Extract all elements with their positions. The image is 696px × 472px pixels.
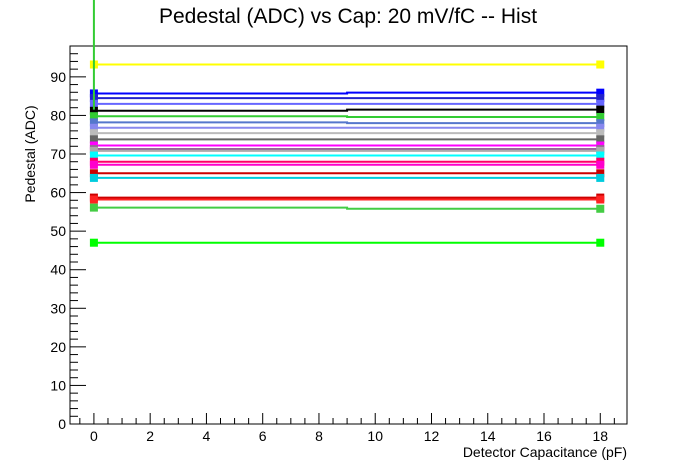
data-point-marker <box>89 135 98 144</box>
series-4 <box>89 99 605 108</box>
data-point-marker <box>89 195 98 204</box>
y-tick-label: 40 <box>50 262 66 278</box>
series-line <box>93 91 601 95</box>
x-tick-label: 10 <box>367 428 383 444</box>
data-point-marker <box>596 123 605 132</box>
data-point-marker <box>596 238 605 247</box>
data-point-marker <box>596 94 605 103</box>
data-point-marker <box>89 238 98 247</box>
y-axis: 0 10 20 30 40 50 60 70 80 90 <box>50 45 86 432</box>
series-3 <box>89 94 605 103</box>
y-tick-label: 90 <box>50 69 66 85</box>
data-point-marker <box>89 106 98 115</box>
x-tick-label: 0 <box>90 428 98 444</box>
series-8 <box>89 123 605 132</box>
y-tick-label: 0 <box>58 416 66 432</box>
x-axis: 0 2 4 6 8 10 12 14 16 18 <box>79 413 615 444</box>
data-point-marker <box>89 203 98 212</box>
data-point-marker <box>89 160 98 169</box>
y-tick-label: 50 <box>50 223 66 239</box>
y-tick-label: 80 <box>50 107 66 123</box>
data-point-marker <box>596 195 605 204</box>
series-16 <box>89 160 605 169</box>
series-13 <box>89 146 605 155</box>
series-6 <box>89 112 605 121</box>
series-7 <box>89 118 605 128</box>
data-point-marker <box>596 146 605 155</box>
x-tick-label: 6 <box>259 428 267 444</box>
data-point-marker <box>89 123 98 132</box>
y-tick-label: 30 <box>50 300 66 316</box>
series-line <box>93 108 601 112</box>
plot-border <box>69 45 628 425</box>
data-point-marker <box>596 112 605 121</box>
data-point-marker <box>596 151 605 160</box>
data-point-marker <box>89 112 98 121</box>
data-point-marker <box>89 169 98 178</box>
data-point-marker <box>89 146 98 155</box>
series-10 <box>89 135 605 144</box>
data-point-marker <box>596 60 605 69</box>
data-point-marker <box>596 88 605 97</box>
plot-frame <box>69 45 628 425</box>
series-2 <box>89 88 605 98</box>
data-point-marker <box>89 129 98 138</box>
data-point-marker <box>596 129 605 138</box>
data-point-marker <box>89 151 98 160</box>
series-17 <box>89 169 605 178</box>
series-14 <box>89 151 605 160</box>
series-line <box>93 206 601 210</box>
series-layer <box>89 0 605 247</box>
chart-title: Pedestal (ADC) vs Cap: 20 mV/fC -- Hist <box>159 5 537 28</box>
y-axis-title: Pedestal (ADC) <box>22 105 38 202</box>
series-20 <box>89 195 605 204</box>
x-axis-title: Detector Capacitance (pF) <box>463 444 627 460</box>
data-point-marker <box>596 204 605 213</box>
data-point-marker <box>596 173 605 182</box>
x-tick-label: 14 <box>480 428 496 444</box>
series-line <box>93 115 601 118</box>
x-tick-label: 18 <box>592 428 608 444</box>
data-point-marker <box>596 99 605 108</box>
data-point-marker <box>596 135 605 144</box>
y-tick-label: 20 <box>50 339 66 355</box>
data-point-marker <box>89 173 98 182</box>
series-9 <box>89 129 605 138</box>
x-tick-label: 16 <box>536 428 552 444</box>
series-18 <box>89 173 605 182</box>
series-1 <box>89 60 605 69</box>
series-21 <box>89 203 605 213</box>
series-22 <box>89 238 605 247</box>
y-tick-label: 60 <box>50 185 66 201</box>
data-point-marker <box>596 105 605 114</box>
x-tick-label: 12 <box>424 428 440 444</box>
data-point-marker <box>596 119 605 128</box>
y-tick-label: 70 <box>50 146 66 162</box>
y-tick-label: 10 <box>50 377 66 393</box>
data-point-marker <box>596 169 605 178</box>
x-tick-label: 8 <box>315 428 323 444</box>
series-5 <box>89 105 605 115</box>
x-tick-label: 4 <box>203 428 211 444</box>
data-point-marker <box>89 118 98 127</box>
x-tick-label: 2 <box>146 428 154 444</box>
data-point-marker <box>596 160 605 169</box>
series-line <box>93 121 601 125</box>
